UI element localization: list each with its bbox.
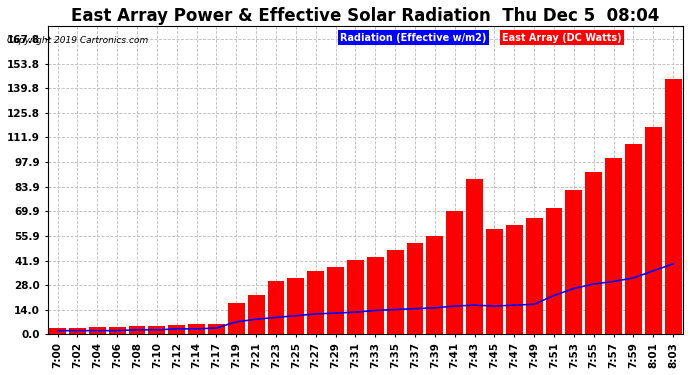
Bar [486,229,503,334]
Bar [327,267,344,334]
Bar [307,271,324,334]
Bar [446,211,463,334]
Bar [188,324,205,334]
Bar [208,324,225,334]
Bar [565,190,582,334]
Text: Radiation (Effective w/m2): Radiation (Effective w/m2) [340,33,486,43]
Bar [128,326,146,334]
Title: East Array Power & Effective Solar Radiation  Thu Dec 5  08:04: East Array Power & Effective Solar Radia… [71,7,660,25]
Bar [526,218,542,334]
Bar [109,327,126,334]
Bar [506,225,523,334]
Bar [148,326,166,334]
Bar [645,127,662,334]
Bar [386,250,404,334]
Bar [664,79,682,334]
Bar [605,158,622,334]
Text: Copyright 2019 Cartronics.com: Copyright 2019 Cartronics.com [7,36,148,45]
Bar [168,326,185,334]
Bar [406,243,424,334]
Bar [625,144,642,334]
Bar [69,328,86,334]
Text: East Array (DC Watts): East Array (DC Watts) [502,33,622,43]
Bar [268,281,284,334]
Bar [347,260,364,334]
Bar [426,236,443,334]
Bar [288,278,304,334]
Bar [248,296,265,334]
Bar [546,208,562,334]
Bar [49,328,66,334]
Bar [466,180,483,334]
Bar [585,172,602,334]
Bar [89,327,106,334]
Bar [367,257,384,334]
Bar [228,303,245,334]
